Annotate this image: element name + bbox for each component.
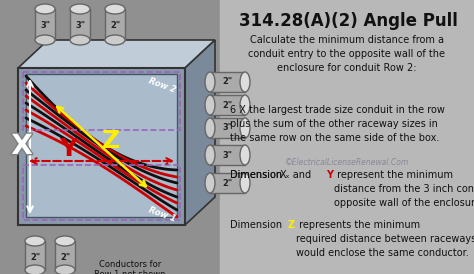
Text: Dimension: Dimension <box>230 220 285 230</box>
Text: 2": 2" <box>222 78 232 87</box>
Text: Row 1: Row 1 <box>147 206 177 224</box>
Ellipse shape <box>205 145 215 165</box>
Text: 2": 2" <box>110 21 120 30</box>
Text: represent the minimum
distance from the 3 inch conduit entry to the
opposite wal: represent the minimum distance from the … <box>334 170 474 208</box>
Ellipse shape <box>105 4 125 14</box>
Ellipse shape <box>55 265 75 274</box>
Text: Y: Y <box>326 170 333 180</box>
Bar <box>23 72 180 130</box>
Bar <box>18 68 185 225</box>
Text: Calculate the minimum distance from a
conduit entry to the opposite wall of the
: Calculate the minimum distance from a co… <box>248 35 446 73</box>
Ellipse shape <box>70 4 90 14</box>
Text: 2": 2" <box>30 253 40 261</box>
Text: Z: Z <box>102 129 120 153</box>
Ellipse shape <box>205 173 215 193</box>
Text: 314.28(A)(2) Angle Pull: 314.28(A)(2) Angle Pull <box>238 12 457 30</box>
Bar <box>23 165 180 220</box>
Ellipse shape <box>240 95 250 115</box>
Text: 2": 2" <box>222 178 232 187</box>
Text: 3": 3" <box>75 21 85 30</box>
Text: represents the minimum
required distance between raceways that
would enclose the: represents the minimum required distance… <box>296 220 474 258</box>
Bar <box>210 173 245 193</box>
Text: 2": 2" <box>60 253 70 261</box>
Ellipse shape <box>25 265 45 274</box>
Bar <box>0 0 220 274</box>
Text: Conductors for
Row 1 not shown: Conductors for Row 1 not shown <box>94 260 166 274</box>
Bar <box>70 9 90 40</box>
Ellipse shape <box>35 35 55 45</box>
Ellipse shape <box>35 4 55 14</box>
Ellipse shape <box>240 118 250 138</box>
Bar <box>210 145 245 165</box>
Text: 2": 2" <box>222 101 232 110</box>
Bar <box>25 241 45 270</box>
Bar <box>220 0 474 274</box>
Ellipse shape <box>205 95 215 115</box>
Text: Dimension: Dimension <box>230 170 285 180</box>
Bar <box>55 241 75 270</box>
Text: ©ElectricalLicenseRenewal.Com: ©ElectricalLicenseRenewal.Com <box>285 158 409 167</box>
Ellipse shape <box>240 72 250 92</box>
Ellipse shape <box>105 35 125 45</box>
Text: Y: Y <box>59 137 77 161</box>
Text: 3": 3" <box>222 150 232 159</box>
Text: Row 2: Row 2 <box>147 77 177 95</box>
Ellipse shape <box>70 35 90 45</box>
Text: 6 X the largest trade size conduit in the row
plus the sum of the other raceway : 6 X the largest trade size conduit in th… <box>230 105 445 143</box>
Ellipse shape <box>25 236 45 246</box>
Ellipse shape <box>205 118 215 138</box>
Text: X: X <box>11 132 33 160</box>
Text: 3": 3" <box>40 21 50 30</box>
Text: 3": 3" <box>222 124 232 133</box>
Text: X: X <box>280 170 287 180</box>
Polygon shape <box>185 40 215 225</box>
Bar <box>210 95 245 115</box>
Ellipse shape <box>240 173 250 193</box>
Text: Dimension ₓ and: Dimension ₓ and <box>230 170 314 180</box>
Ellipse shape <box>205 72 215 92</box>
Polygon shape <box>18 40 215 68</box>
Bar <box>210 118 245 138</box>
Text: Z: Z <box>288 220 295 230</box>
Bar <box>26 74 177 217</box>
Bar <box>210 72 245 92</box>
Ellipse shape <box>55 236 75 246</box>
Bar <box>105 9 125 40</box>
Bar <box>35 9 55 40</box>
Ellipse shape <box>240 145 250 165</box>
